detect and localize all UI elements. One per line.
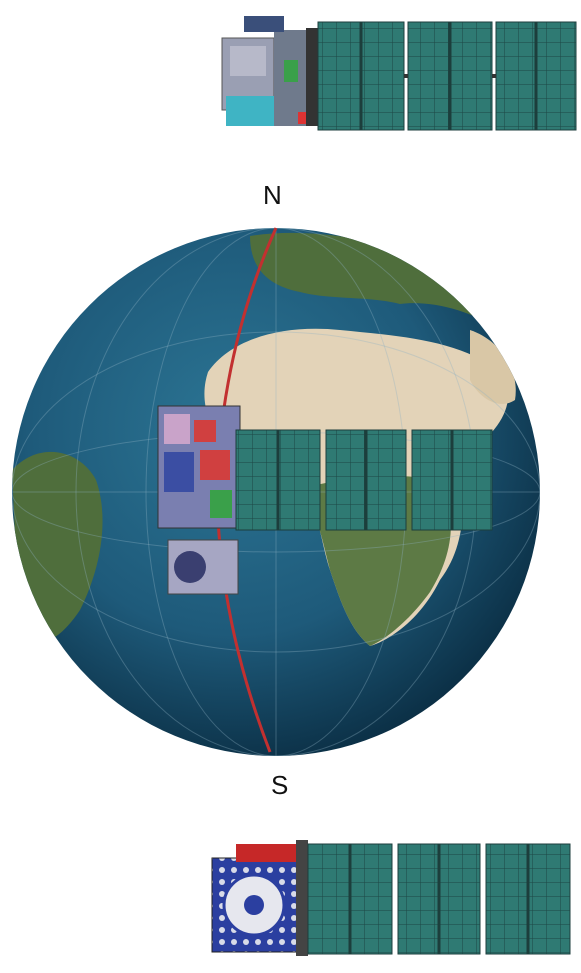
solar-array-middle [235,429,493,531]
solar-array-bottom [307,843,571,955]
north-label: N [263,180,282,210]
solar-array-top [317,21,577,131]
satellite-bottom-icon [211,840,571,956]
satellite-top-icon [221,16,577,131]
satellite-middle-icon [157,405,493,595]
south-label: S [271,770,289,800]
